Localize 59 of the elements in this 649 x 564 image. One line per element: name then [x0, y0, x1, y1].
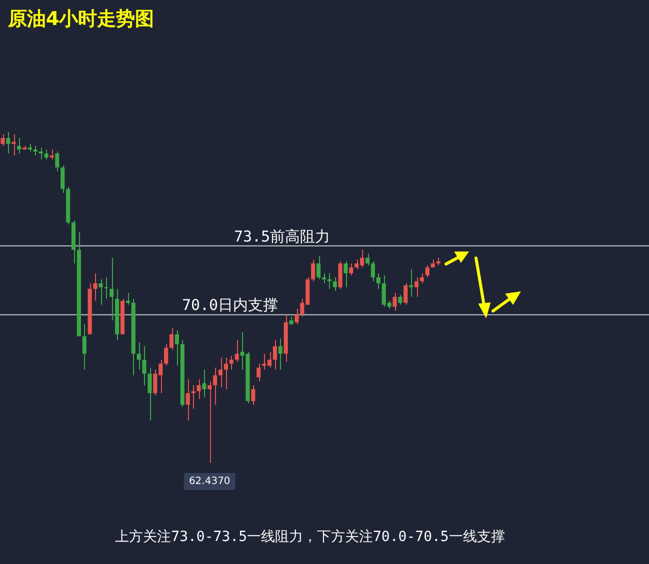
candlestick — [50, 149, 54, 160]
ref-line-label: 73.5前高阻力 — [234, 227, 330, 246]
candlestick — [12, 133, 16, 156]
text: 上方关注73.0-73.5一线阻力，下方关注70.0-70.5一线支撑 — [114, 528, 506, 546]
candlestick — [234, 340, 239, 362]
candlestick — [344, 260, 348, 288]
candlestick — [186, 378, 190, 422]
candlestick — [278, 338, 282, 370]
candlestick — [110, 257, 114, 321]
candlestick — [93, 272, 98, 302]
candlestick — [349, 262, 354, 276]
candlestick — [229, 355, 234, 370]
candlestick — [414, 276, 419, 298]
candlestick — [44, 149, 48, 160]
candlestick — [316, 255, 321, 280]
candlestick — [398, 294, 402, 306]
candlestick — [425, 264, 430, 278]
candlestick — [104, 276, 108, 300]
candlestick — [420, 272, 424, 284]
candlestick — [148, 367, 152, 422]
candlestick — [164, 344, 168, 366]
candlestick — [338, 260, 342, 290]
candlestick — [213, 367, 218, 406]
candlestick — [224, 357, 228, 390]
ref-line-label: 70.0日内支撑 — [182, 296, 278, 314]
candlestick — [136, 342, 141, 370]
candlestick — [208, 380, 212, 464]
candlestick — [202, 369, 206, 398]
candlestick — [169, 328, 174, 350]
candlestick — [327, 272, 332, 290]
candlestick — [191, 384, 196, 410]
candlestick — [392, 292, 397, 312]
candlestick — [82, 324, 86, 370]
candlestick — [294, 308, 299, 325]
candlestick — [17, 137, 22, 154]
candlestick — [218, 357, 223, 388]
candlestick — [404, 282, 408, 306]
candlestick — [272, 340, 277, 370]
candlestick — [55, 151, 60, 172]
candlestick — [311, 259, 316, 282]
candlestick — [322, 272, 326, 284]
candlestick — [38, 147, 43, 160]
candlestick — [370, 260, 375, 282]
candlestick — [0, 133, 5, 146]
candlestick — [196, 378, 201, 400]
candlestick — [332, 276, 337, 292]
candlestick — [256, 363, 261, 382]
annotation: 62.4370 — [188, 476, 230, 488]
candlestick — [60, 164, 65, 194]
candlestick — [174, 330, 179, 366]
candlestick — [251, 384, 256, 406]
candlestick — [33, 145, 38, 156]
candlestick — [365, 253, 370, 266]
candlestick — [6, 132, 10, 154]
candlestick — [142, 346, 146, 386]
chart-title: 原油4小时走势图 — [8, 7, 154, 32]
candlestick — [98, 278, 103, 306]
candlestick — [376, 272, 380, 290]
candlestick — [126, 292, 130, 306]
